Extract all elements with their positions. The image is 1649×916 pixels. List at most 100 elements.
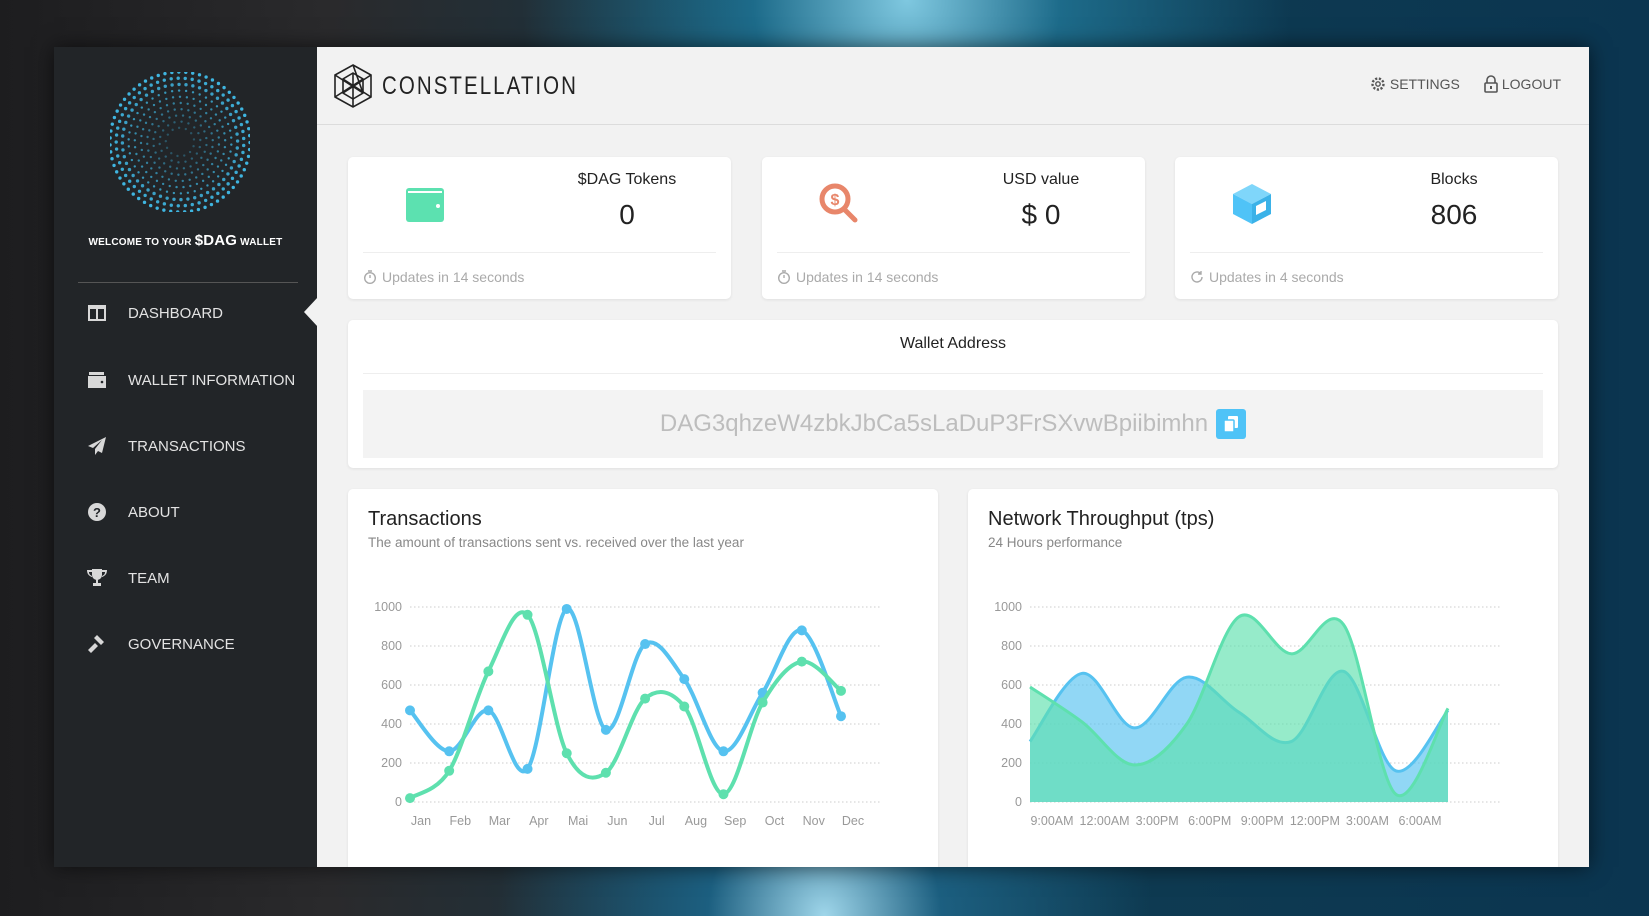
y-tick-label: 600	[1001, 678, 1022, 692]
x-tick-label: Oct	[765, 814, 785, 828]
data-point[interactable]	[405, 793, 415, 804]
area-series-line-1	[1029, 613, 1450, 798]
data-point[interactable]	[679, 674, 690, 685]
refresh-icon	[1191, 271, 1203, 283]
stat-value: 806	[1430, 199, 1478, 230]
sidebar: WELCOME TO YOUR $DAG WALLET DASHBOARD WA…	[54, 47, 318, 867]
logout-button[interactable]: LOGOUT	[1484, 75, 1561, 93]
x-tick-label: 3:00PM	[1136, 814, 1179, 828]
x-tick-label: Nov	[803, 814, 826, 828]
x-tick-label: Dec	[842, 814, 864, 828]
wallet-address-title: Wallet Address	[899, 335, 1007, 352]
sidebar-item-about[interactable]: ? ABOUT	[54, 492, 317, 532]
data-point[interactable]	[561, 748, 572, 759]
data-point[interactable]	[796, 625, 807, 636]
active-indicator	[304, 297, 318, 327]
lock-icon	[1484, 75, 1498, 93]
sidebar-item-team[interactable]: TEAM	[54, 558, 317, 598]
x-tick-label: 12:00PM	[1290, 814, 1340, 828]
chart-title: Network Throughput (tps)	[988, 508, 1215, 530]
wallet-address-card: Wallet Address DAG3qhzeW4zbkJbCa5sLaDuP3…	[348, 320, 1558, 468]
brand[interactable]: CONSTELLATION	[332, 63, 621, 109]
data-point[interactable]	[640, 639, 651, 650]
divider	[78, 282, 298, 283]
chart-subtitle: The amount of transactions sent vs. rece…	[368, 535, 744, 550]
chart-subtitle: 24 Hours performance	[988, 535, 1123, 550]
y-tick-label: 0	[1015, 795, 1022, 809]
y-tick-label: 200	[1001, 756, 1022, 770]
x-tick-label: 3:00AM	[1346, 814, 1389, 828]
stat-label: Blocks	[1430, 171, 1478, 188]
svg-text:$: $	[831, 192, 840, 209]
stat-label: USD value	[1002, 171, 1080, 188]
data-point[interactable]	[796, 656, 807, 667]
header: CONSTELLATION SETTINGS LOGOUT	[317, 47, 1589, 125]
stat-footer: Updates in 14 seconds	[382, 269, 525, 285]
x-tick-label: Mai	[568, 814, 588, 828]
stat-card-dag-tokens: $DAG Tokens 0 Updates in 14 seconds	[348, 157, 731, 299]
data-point[interactable]	[444, 765, 455, 776]
data-point[interactable]	[757, 697, 768, 708]
x-tick-label: Jun	[607, 814, 627, 828]
svg-text:?: ?	[93, 505, 101, 520]
x-tick-label: 6:00AM	[1398, 814, 1441, 828]
search-dollar-icon: $	[819, 183, 858, 223]
y-tick-label: 800	[381, 639, 402, 653]
x-tick-label: 12:00AM	[1080, 814, 1130, 828]
data-point[interactable]	[679, 701, 690, 712]
data-point[interactable]	[600, 767, 611, 778]
sidebar-item-governance[interactable]: GOVERNANCE	[54, 624, 317, 664]
throughput-chart: 0 200 400 600 800 1000 9:00AM 12:00AM 3:00PM 6:00…	[994, 600, 1500, 828]
x-tick-label: Mar	[489, 814, 511, 828]
brand-name: CONSTELLATION	[382, 71, 579, 100]
sidebar-item-transactions[interactable]: TRANSACTIONS	[54, 426, 317, 466]
stopwatch-icon	[364, 270, 376, 284]
y-tick-label: 400	[1001, 717, 1022, 731]
sidebar-item-dashboard[interactable]: DASHBOARD	[54, 293, 317, 333]
data-point[interactable]	[444, 746, 455, 757]
data-point[interactable]	[522, 609, 533, 620]
y-tick-label: 600	[381, 678, 402, 692]
settings-button[interactable]: SETTINGS	[1370, 75, 1460, 93]
x-tick-label: 6:00PM	[1188, 814, 1231, 828]
data-point[interactable]	[718, 746, 729, 757]
x-tick-label: 9:00PM	[1241, 814, 1284, 828]
y-tick-label: 200	[381, 756, 402, 770]
x-tick-label: Sep	[724, 814, 746, 828]
question-icon: ?	[86, 501, 108, 523]
copy-icon	[1223, 416, 1239, 433]
wallet-icon	[86, 369, 108, 391]
data-point[interactable]	[600, 724, 611, 735]
stat-card-usd-value: $ USD value $ 0 Updates in 14 seconds	[762, 157, 1145, 299]
paper-plane-icon	[86, 435, 108, 457]
copy-button[interactable]	[1216, 409, 1247, 439]
line-series-0	[408, 606, 843, 774]
trophy-icon	[86, 567, 108, 589]
data-point[interactable]	[836, 685, 846, 696]
x-tick-label: 9:00AM	[1030, 814, 1073, 828]
x-tick-label: Apr	[529, 814, 548, 828]
dashboard-icon	[86, 302, 108, 324]
data-point[interactable]	[522, 763, 533, 774]
data-point[interactable]	[483, 666, 494, 677]
stat-value: $ 0	[1021, 199, 1061, 230]
y-tick-label: 800	[1001, 639, 1022, 653]
area-series-1	[1030, 614, 1448, 802]
stat-label: $DAG Tokens	[577, 171, 677, 188]
sidebar-item-wallet-information[interactable]: WALLET INFORMATION	[54, 360, 317, 400]
transactions-chart-card: Transactions The amount of transactions …	[348, 489, 938, 867]
cube-icon	[1233, 184, 1271, 224]
data-point[interactable]	[640, 693, 651, 704]
chart-title: Transactions	[368, 508, 482, 530]
y-tick-label: 1000	[994, 600, 1022, 614]
wallet-address-value[interactable]: DAG3qhzeW4zbkJbCa5sLaDuP3FrSXvwBpiibimhn	[659, 410, 1209, 437]
gavel-icon	[86, 633, 108, 655]
data-point[interactable]	[836, 711, 846, 722]
x-tick-label: Jan	[411, 814, 431, 828]
data-point[interactable]	[561, 603, 572, 614]
welcome-text: WELCOME TO YOUR $DAG WALLET	[88, 232, 283, 249]
data-point[interactable]	[405, 705, 415, 716]
data-point[interactable]	[483, 705, 494, 716]
data-point[interactable]	[718, 789, 729, 800]
wallet-icon	[406, 188, 444, 222]
